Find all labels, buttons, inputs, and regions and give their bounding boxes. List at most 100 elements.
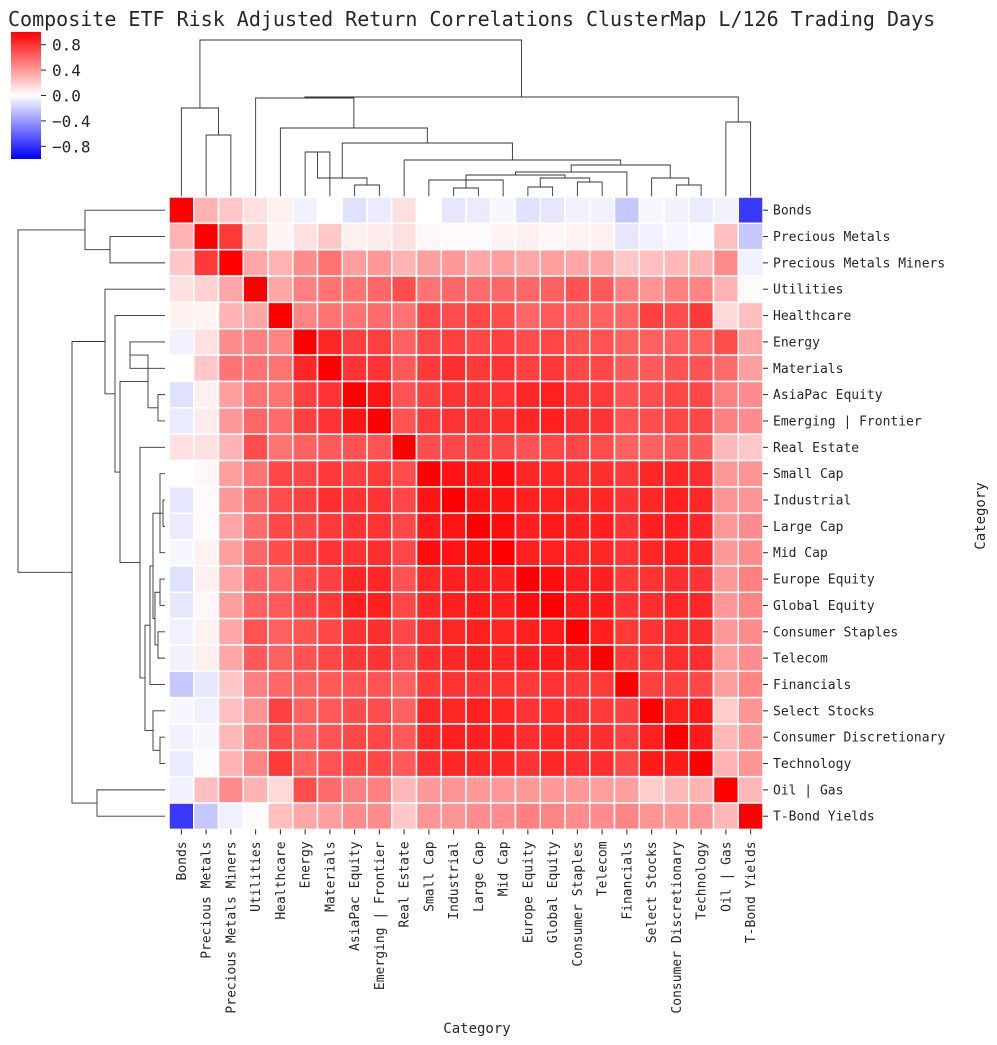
heatmap-cell — [638, 196, 665, 225]
heatmap-cell — [490, 696, 517, 725]
heatmap-cell — [564, 538, 591, 567]
heatmap-cell — [638, 565, 665, 594]
heatmap-cell — [663, 196, 690, 225]
heatmap-cell — [514, 644, 541, 673]
heatmap-cell — [168, 380, 195, 409]
heatmap-cell — [712, 275, 739, 304]
heatmap-cell — [217, 617, 244, 646]
heatmap-cell — [217, 644, 244, 673]
heatmap-cell — [514, 354, 541, 383]
row-tick-label: Industrial — [773, 494, 851, 509]
heatmap-cell — [712, 644, 739, 673]
heatmap-cell — [688, 723, 715, 752]
heatmap-cell — [316, 775, 343, 804]
heatmap-cell — [613, 407, 640, 435]
column-dendrogram — [180, 39, 752, 197]
heatmap-cell — [514, 248, 541, 277]
heatmap-cell — [168, 591, 195, 620]
heatmap-cell — [613, 248, 640, 277]
heatmap-cell — [638, 407, 665, 435]
heatmap-cell — [168, 802, 195, 831]
heatmap-cell — [737, 565, 764, 594]
heatmap-cell — [415, 802, 442, 831]
heatmap-cell — [737, 591, 764, 620]
dendrogram-link — [162, 499, 165, 527]
dendrogram-link — [205, 134, 232, 197]
heatmap-cell — [737, 301, 764, 330]
heatmap-cell — [217, 486, 244, 514]
heatmap-cell — [663, 565, 690, 594]
heatmap-cell — [316, 670, 343, 699]
heatmap-cell — [193, 775, 220, 804]
dendrogram-link — [279, 127, 428, 197]
heatmap-cell — [490, 196, 517, 225]
heatmap-cell — [316, 696, 343, 725]
heatmap-cell — [341, 670, 368, 699]
heatmap-cell — [737, 617, 764, 646]
heatmap-cell — [415, 196, 442, 225]
heatmap-cell — [341, 380, 368, 409]
heatmap-cell — [415, 617, 442, 646]
heatmap-cell — [688, 459, 715, 488]
dendrogram-link — [180, 107, 219, 197]
heatmap-cell — [217, 538, 244, 567]
heatmap-cell — [589, 723, 616, 752]
heatmap-cell — [613, 749, 640, 778]
heatmap-cell — [440, 775, 467, 804]
heatmap-cell — [638, 380, 665, 409]
heatmap-cell — [391, 407, 418, 435]
heatmap-cell — [663, 644, 690, 673]
heatmap-cell — [366, 486, 393, 514]
heatmap-cell — [217, 196, 244, 225]
heatmap-cell — [589, 670, 616, 699]
heatmap-cell — [564, 512, 591, 541]
heatmap-cell — [292, 222, 319, 251]
heatmap-cell — [737, 248, 764, 277]
dendrogram-link — [144, 624, 153, 732]
heatmap-cell — [688, 617, 715, 646]
heatmap-cell — [613, 301, 640, 330]
heatmap-cell — [688, 433, 715, 462]
heatmap-cell — [465, 723, 492, 752]
heatmap-cell — [267, 301, 294, 330]
heatmap-cell — [242, 407, 269, 435]
heatmap-cell — [341, 433, 368, 462]
heatmap-cell — [465, 248, 492, 277]
heatmap-cell — [193, 407, 220, 435]
heatmap-cell — [341, 222, 368, 251]
heatmap-cell — [341, 459, 368, 488]
heatmap-cell — [465, 433, 492, 462]
heatmap-cell — [267, 565, 294, 594]
heatmap-cell — [688, 512, 715, 541]
heatmap-cell — [193, 328, 220, 356]
heatmap-cell — [440, 802, 467, 831]
heatmap-cell — [391, 328, 418, 356]
heatmap-cell — [193, 749, 220, 778]
row-tick-label: Select Stocks — [773, 704, 875, 719]
heatmap-cell — [267, 354, 294, 383]
heatmap-cell — [737, 433, 764, 462]
heatmap-cell — [316, 565, 343, 594]
heatmap-cell — [490, 538, 517, 567]
heatmap-cell — [341, 275, 368, 304]
heatmap-cell — [539, 486, 566, 514]
heatmap-cell — [341, 644, 368, 673]
column-tick-label: Telecom — [596, 841, 611, 896]
heatmap-cell — [688, 696, 715, 725]
heatmap-cell — [267, 696, 294, 725]
heatmap-cell — [316, 723, 343, 752]
heatmap-cell — [292, 196, 319, 225]
heatmap-cell — [589, 301, 616, 330]
heatmap-cell — [267, 459, 294, 488]
heatmap-cell — [737, 222, 764, 251]
heatmap-cell — [341, 354, 368, 383]
heatmap-cell — [712, 248, 739, 277]
heatmap-cell — [168, 644, 195, 673]
dendrogram-link — [84, 209, 165, 251]
heatmap-cell — [737, 644, 764, 673]
heatmap-cell — [589, 407, 616, 435]
heatmap-cell — [712, 459, 739, 488]
heatmap-cell — [638, 512, 665, 541]
heatmap-cell — [267, 275, 294, 304]
column-tick-label: Industrial — [447, 841, 462, 919]
